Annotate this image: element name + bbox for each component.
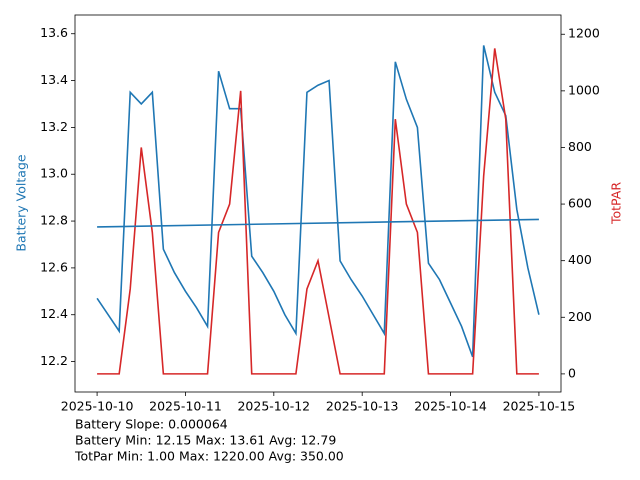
y2-tick-label: 200: [568, 309, 592, 324]
x-tick-label: 2025-10-15: [503, 399, 576, 414]
series-line: [96, 45, 540, 358]
y-tick-label: 13.6: [40, 25, 68, 40]
y-tick-label: 12.2: [40, 353, 68, 368]
series-line: [97, 218, 539, 228]
y-axis-label: Battery Voltage: [14, 154, 29, 251]
y-tick-label: 12.6: [40, 259, 68, 274]
y2-tick-label: 1000: [568, 82, 600, 97]
x-tick-label: 2025-10-12: [237, 399, 310, 414]
x-tick-label: 2025-10-11: [149, 399, 222, 414]
y2-tick-label: 800: [568, 139, 592, 154]
y2-axis-label: TotPAR: [609, 182, 624, 225]
y2-tick-label: 0: [568, 365, 576, 380]
annotation: Battery Min: 12.15 Max: 13.61 Avg: 12.79: [75, 433, 336, 448]
annotation: TotPar Min: 1.00 Max: 1220.00 Avg: 350.0…: [74, 449, 344, 464]
x-tick-label: 2025-10-13: [326, 399, 399, 414]
y2-tick-label: 600: [568, 196, 592, 211]
y-tick-label: 13.0: [40, 166, 68, 181]
y2-tick-label: 400: [568, 252, 592, 267]
y-tick-label: 13.2: [40, 119, 68, 134]
plot-frame: [74, 14, 562, 393]
y-tick-label: 12.4: [40, 306, 68, 321]
x-tick-label: 2025-10-14: [414, 399, 487, 414]
y-tick-label: 13.4: [40, 72, 68, 87]
annotation: Battery Slope: 0.000064: [75, 417, 228, 432]
y2-tick-label: 1200: [568, 26, 600, 41]
y-tick-label: 12.8: [40, 213, 68, 228]
x-tick-label: 2025-10-10: [61, 399, 134, 414]
series-line: [97, 48, 539, 375]
